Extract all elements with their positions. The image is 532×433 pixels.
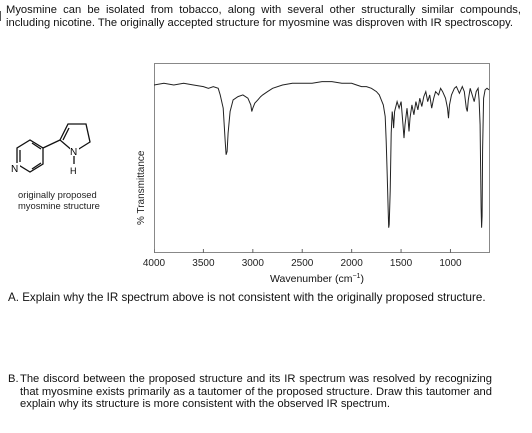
x-tick-label: 1000 (439, 258, 462, 269)
pyridine-ring (16, 139, 44, 173)
x-tick-label: 4000 (142, 258, 166, 269)
x-axis-label-superscript: −1 (352, 273, 361, 280)
x-tick-label: 3500 (192, 258, 215, 269)
x-tick-label: 2000 (340, 258, 363, 269)
x-tick-label: 1500 (389, 258, 413, 269)
intro-paragraph: Myosmine can be isolated from tobacco, a… (6, 4, 521, 29)
structure-caption-line1: originally proposed (18, 189, 97, 200)
x-tick-label: 2500 (291, 258, 314, 269)
atom-n-ring: N (70, 147, 77, 158)
ir-spectrum-plot (154, 63, 490, 253)
x-axis-label-main: Wavenumber (cm (270, 273, 353, 285)
plot-frame (154, 63, 490, 253)
page-edge-mark (0, 11, 1, 21)
question-a-label: A. (8, 291, 19, 304)
question-b: B. The discord between the proposed stru… (8, 373, 492, 411)
spectrum-line (154, 81, 490, 228)
myosmine-structure-drawing: N N H (11, 123, 91, 176)
x-axis-label: Wavenumber (cm−1) (270, 273, 364, 285)
question-a-text: Explain why the IR spectrum above is not… (22, 291, 486, 304)
x-tick-label: 3000 (241, 258, 264, 269)
atom-n-pyridine: N (11, 164, 18, 175)
question-b-text: The discord between the proposed structu… (20, 373, 492, 411)
structure-caption-line2: myosmine structure (18, 199, 100, 211)
question-a: A. Explain why the IR spectrum above is … (8, 291, 508, 305)
x-tick-marks (154, 249, 451, 253)
structure-caption: originally proposed myosmine structure (18, 189, 100, 211)
question-b-label: B. (8, 373, 19, 385)
x-axis-label-close: ) (360, 273, 364, 285)
atom-h: H (70, 166, 77, 176)
y-axis-label: % Transmittance (136, 150, 147, 225)
